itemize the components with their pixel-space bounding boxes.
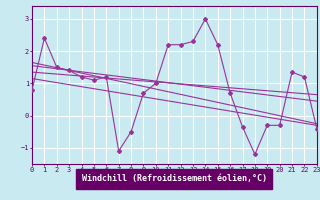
- X-axis label: Windchill (Refroidissement éolien,°C): Windchill (Refroidissement éolien,°C): [82, 174, 267, 183]
